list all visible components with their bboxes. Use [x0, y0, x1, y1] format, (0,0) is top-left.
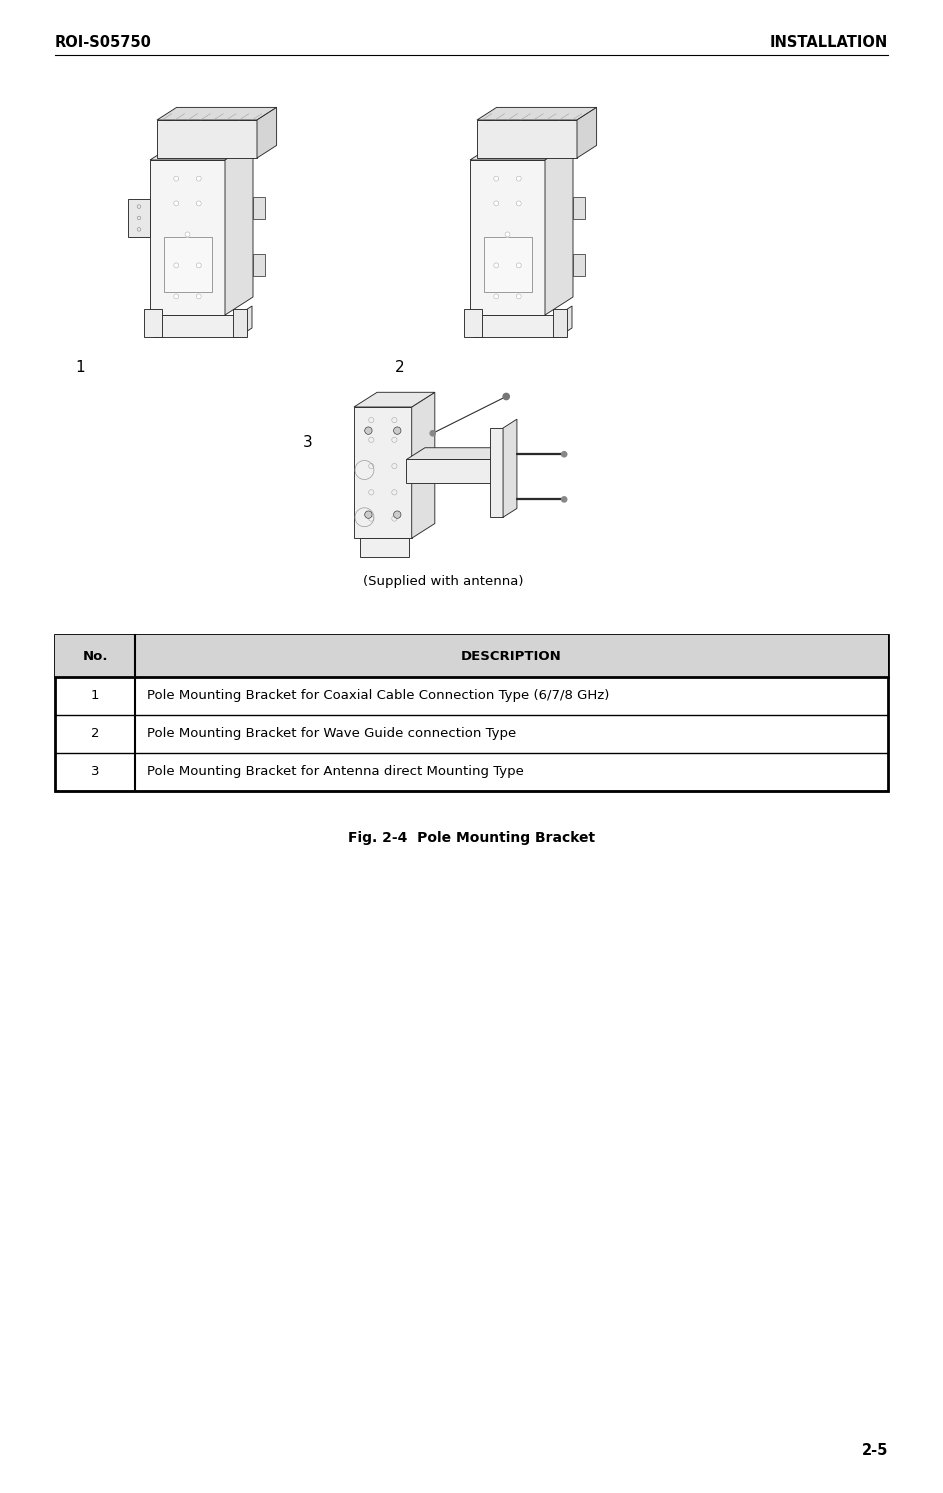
Polygon shape: [157, 107, 276, 119]
FancyBboxPatch shape: [470, 160, 545, 315]
Polygon shape: [257, 107, 276, 158]
Circle shape: [494, 294, 499, 299]
Circle shape: [516, 263, 521, 267]
Text: 1: 1: [75, 360, 85, 375]
Text: ROI-S05750: ROI-S05750: [55, 34, 152, 49]
Circle shape: [516, 202, 521, 206]
Circle shape: [505, 231, 510, 237]
Circle shape: [174, 176, 179, 181]
Text: (Supplied with antenna): (Supplied with antenna): [363, 575, 523, 588]
Text: 2-5: 2-5: [862, 1444, 888, 1459]
Polygon shape: [150, 142, 253, 160]
Circle shape: [516, 176, 521, 181]
Bar: [359, 539, 409, 557]
Circle shape: [503, 393, 509, 400]
Polygon shape: [354, 393, 435, 408]
Bar: [253, 197, 265, 219]
Circle shape: [174, 202, 179, 206]
Polygon shape: [496, 448, 514, 482]
Circle shape: [494, 202, 499, 206]
Circle shape: [174, 294, 179, 299]
Polygon shape: [503, 420, 517, 517]
Polygon shape: [470, 142, 573, 160]
Bar: [354, 408, 412, 539]
Polygon shape: [558, 306, 572, 337]
Text: No.: No.: [82, 649, 108, 663]
Bar: [553, 309, 567, 337]
Bar: [484, 237, 532, 291]
Text: DESCRIPTION: DESCRIPTION: [461, 649, 562, 663]
Circle shape: [393, 427, 401, 434]
Bar: [55, 635, 888, 791]
Bar: [128, 199, 150, 237]
Text: 2: 2: [395, 360, 405, 375]
Circle shape: [365, 511, 372, 518]
Bar: [253, 254, 265, 276]
Bar: [573, 254, 585, 276]
Circle shape: [494, 176, 499, 181]
Polygon shape: [225, 142, 253, 315]
Circle shape: [516, 294, 521, 299]
Polygon shape: [412, 393, 435, 539]
Text: 1: 1: [91, 690, 99, 703]
Polygon shape: [477, 107, 597, 119]
Polygon shape: [238, 306, 252, 337]
FancyBboxPatch shape: [150, 160, 225, 315]
Bar: [144, 309, 162, 337]
Circle shape: [196, 294, 201, 299]
Text: INSTALLATION: INSTALLATION: [769, 34, 888, 49]
Circle shape: [561, 451, 567, 457]
Circle shape: [174, 263, 179, 267]
Text: Pole Mounting Bracket for Antenna direct Mounting Type: Pole Mounting Bracket for Antenna direct…: [147, 766, 524, 778]
Circle shape: [430, 430, 436, 436]
Polygon shape: [406, 448, 514, 460]
Bar: [233, 309, 247, 337]
Polygon shape: [545, 142, 573, 315]
Text: 2: 2: [91, 727, 99, 741]
Bar: [153, 315, 238, 337]
Bar: [477, 119, 577, 158]
Bar: [473, 315, 558, 337]
Bar: [55, 635, 888, 676]
Text: 3: 3: [91, 766, 99, 778]
Bar: [464, 309, 482, 337]
Text: Pole Mounting Bracket for Coaxial Cable Connection Type (6/7/8 GHz): Pole Mounting Bracket for Coaxial Cable …: [147, 690, 609, 703]
Bar: [573, 197, 585, 219]
Circle shape: [494, 263, 499, 267]
Polygon shape: [577, 107, 597, 158]
Circle shape: [196, 202, 201, 206]
Bar: [406, 460, 496, 482]
Text: 3: 3: [304, 434, 313, 449]
Circle shape: [561, 497, 567, 502]
Text: Fig. 2-4  Pole Mounting Bracket: Fig. 2-4 Pole Mounting Bracket: [348, 832, 595, 845]
Circle shape: [393, 511, 401, 518]
Circle shape: [365, 427, 372, 434]
Bar: [157, 119, 257, 158]
Bar: [490, 428, 503, 517]
Bar: [163, 237, 212, 291]
Circle shape: [196, 176, 201, 181]
Circle shape: [185, 231, 190, 237]
Text: Pole Mounting Bracket for Wave Guide connection Type: Pole Mounting Bracket for Wave Guide con…: [147, 727, 516, 741]
Circle shape: [196, 263, 201, 267]
